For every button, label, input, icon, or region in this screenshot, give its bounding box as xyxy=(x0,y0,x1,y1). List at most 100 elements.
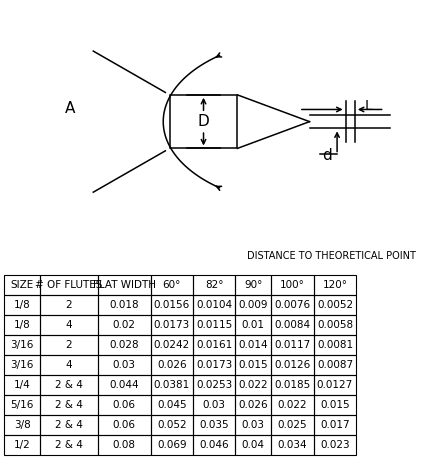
Text: DISTANCE TO THEORETICAL POINT: DISTANCE TO THEORETICAL POINT xyxy=(247,251,416,261)
Bar xyxy=(271,414,314,435)
Bar xyxy=(4,435,40,454)
Text: 0.034: 0.034 xyxy=(278,440,307,449)
Text: 0.015: 0.015 xyxy=(239,359,268,369)
Text: 0.052: 0.052 xyxy=(157,420,187,430)
Text: 2: 2 xyxy=(66,340,72,350)
Bar xyxy=(271,335,314,354)
Bar xyxy=(193,435,235,454)
Bar xyxy=(40,335,98,354)
Text: 0.0058: 0.0058 xyxy=(317,319,353,330)
Bar xyxy=(4,375,40,395)
Bar xyxy=(4,335,40,354)
Text: 0.0173: 0.0173 xyxy=(153,319,190,330)
Text: 2 & 4: 2 & 4 xyxy=(55,399,83,409)
Bar xyxy=(235,295,271,314)
Bar xyxy=(98,354,151,375)
Text: 0.0253: 0.0253 xyxy=(196,380,232,390)
Bar xyxy=(314,414,356,435)
Text: # OF FLUTES: # OF FLUTES xyxy=(35,280,103,290)
Bar xyxy=(235,354,271,375)
Bar xyxy=(151,354,193,375)
Bar xyxy=(98,295,151,314)
Text: 82°: 82° xyxy=(205,280,223,290)
Bar xyxy=(235,335,271,354)
Bar xyxy=(271,375,314,395)
Text: 0.022: 0.022 xyxy=(239,380,268,390)
Bar xyxy=(271,435,314,454)
Bar xyxy=(4,414,40,435)
Text: SIZE: SIZE xyxy=(11,280,34,290)
Text: 0.03: 0.03 xyxy=(242,420,265,430)
Bar xyxy=(98,335,151,354)
Text: 60°: 60° xyxy=(162,280,181,290)
Text: 0.026: 0.026 xyxy=(239,399,268,409)
Text: 0.009: 0.009 xyxy=(239,300,268,309)
Text: FLAT WIDTH: FLAT WIDTH xyxy=(92,280,156,290)
Bar xyxy=(4,295,40,314)
Text: 0.0115: 0.0115 xyxy=(196,319,232,330)
Bar xyxy=(4,354,40,375)
Bar xyxy=(98,414,151,435)
Text: 2: 2 xyxy=(66,300,72,309)
Text: 0.0087: 0.0087 xyxy=(317,359,353,369)
Bar xyxy=(193,395,235,414)
Text: 0.0084: 0.0084 xyxy=(274,319,311,330)
Bar xyxy=(151,295,193,314)
Bar xyxy=(235,435,271,454)
Bar xyxy=(193,335,235,354)
Text: 120°: 120° xyxy=(323,280,347,290)
Text: 3/16: 3/16 xyxy=(11,359,34,369)
Bar xyxy=(314,354,356,375)
Bar xyxy=(151,414,193,435)
Text: 2 & 4: 2 & 4 xyxy=(55,420,83,430)
Text: 0.06: 0.06 xyxy=(112,420,136,430)
Text: 0.0161: 0.0161 xyxy=(196,340,232,350)
Text: 1/2: 1/2 xyxy=(14,440,31,449)
Text: 0.0127: 0.0127 xyxy=(317,380,353,390)
Bar xyxy=(151,335,193,354)
Bar xyxy=(193,375,235,395)
Text: 0.04: 0.04 xyxy=(242,440,265,449)
Bar xyxy=(4,395,40,414)
Text: 0.044: 0.044 xyxy=(109,380,139,390)
Text: 5/16: 5/16 xyxy=(11,399,34,409)
Bar xyxy=(151,274,193,295)
Text: A: A xyxy=(65,101,75,116)
Text: 1/4: 1/4 xyxy=(14,380,31,390)
Text: 0.0185: 0.0185 xyxy=(274,380,311,390)
Bar xyxy=(4,314,40,335)
Bar xyxy=(235,414,271,435)
Text: 0.017: 0.017 xyxy=(320,420,350,430)
Text: 0.028: 0.028 xyxy=(109,340,139,350)
Text: 0.015: 0.015 xyxy=(320,399,350,409)
Bar xyxy=(151,435,193,454)
Bar xyxy=(193,314,235,335)
Bar xyxy=(40,274,98,295)
Text: 0.02: 0.02 xyxy=(112,319,136,330)
Text: 3/16: 3/16 xyxy=(11,340,34,350)
Text: 0.025: 0.025 xyxy=(278,420,307,430)
Bar xyxy=(314,435,356,454)
Text: 0.0081: 0.0081 xyxy=(317,340,353,350)
Bar xyxy=(235,274,271,295)
Bar xyxy=(193,274,235,295)
Text: 2 & 4: 2 & 4 xyxy=(55,440,83,449)
Bar xyxy=(4,274,40,295)
Bar xyxy=(98,274,151,295)
Bar xyxy=(40,295,98,314)
Bar xyxy=(170,95,237,148)
Text: d: d xyxy=(322,148,332,163)
Bar xyxy=(271,274,314,295)
Bar xyxy=(98,375,151,395)
Bar xyxy=(40,354,98,375)
Bar xyxy=(98,314,151,335)
Text: 0.022: 0.022 xyxy=(278,399,307,409)
Bar xyxy=(98,395,151,414)
Text: 3/8: 3/8 xyxy=(14,420,31,430)
Bar xyxy=(98,435,151,454)
Text: 0.0381: 0.0381 xyxy=(153,380,190,390)
Bar xyxy=(40,435,98,454)
Bar xyxy=(314,375,356,395)
Text: 0.03: 0.03 xyxy=(203,399,226,409)
Text: 0.023: 0.023 xyxy=(320,440,350,449)
